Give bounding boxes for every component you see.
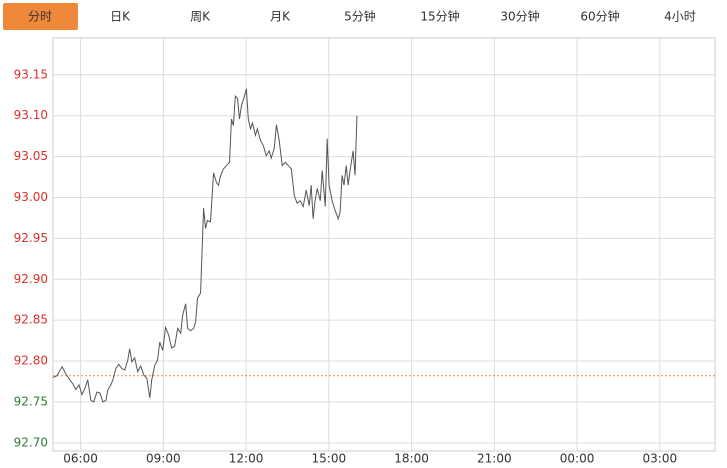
y-tick-label: 92.95 [14, 231, 48, 245]
x-tick-label: 15:00 [312, 452, 347, 466]
y-tick-label: 92.75 [14, 394, 48, 408]
tab[interactable]: 4小时 [664, 10, 696, 24]
y-tick-label: 93.15 [14, 67, 48, 81]
tab[interactable]: 月K [270, 10, 291, 24]
x-tick-label: 06:00 [63, 452, 98, 466]
tab[interactable]: 30分钟 [500, 9, 539, 24]
tab[interactable]: 15分钟 [420, 9, 459, 24]
y-tick-label: 92.85 [14, 313, 48, 327]
x-tick-label: 09:00 [146, 452, 181, 466]
x-tick-label: 03:00 [643, 452, 678, 466]
tab-active-bg[interactable] [3, 3, 78, 30]
y-tick-label: 92.80 [14, 354, 48, 368]
tab-bar [0, 0, 727, 32]
x-tick-label: 18:00 [394, 452, 429, 466]
x-tick-label: 21:00 [477, 452, 512, 466]
x-tick-label: 12:00 [229, 452, 264, 466]
y-tick-label: 92.90 [14, 272, 48, 286]
tab[interactable]: 60分钟 [580, 9, 619, 24]
y-tick-label: 93.10 [14, 108, 48, 122]
y-tick-label: 93.05 [14, 149, 48, 163]
y-tick-label: 93.00 [14, 190, 48, 204]
plot-frame [52, 37, 716, 452]
tab[interactable]: 周K [190, 10, 211, 24]
x-tick-label: 00:00 [560, 452, 595, 466]
price-line [52, 88, 358, 403]
y-tick-label: 92.70 [14, 435, 48, 449]
tab[interactable]: 日K [110, 10, 131, 24]
tab[interactable]: 5分钟 [344, 9, 376, 24]
tab[interactable]: 分时 [28, 10, 52, 24]
